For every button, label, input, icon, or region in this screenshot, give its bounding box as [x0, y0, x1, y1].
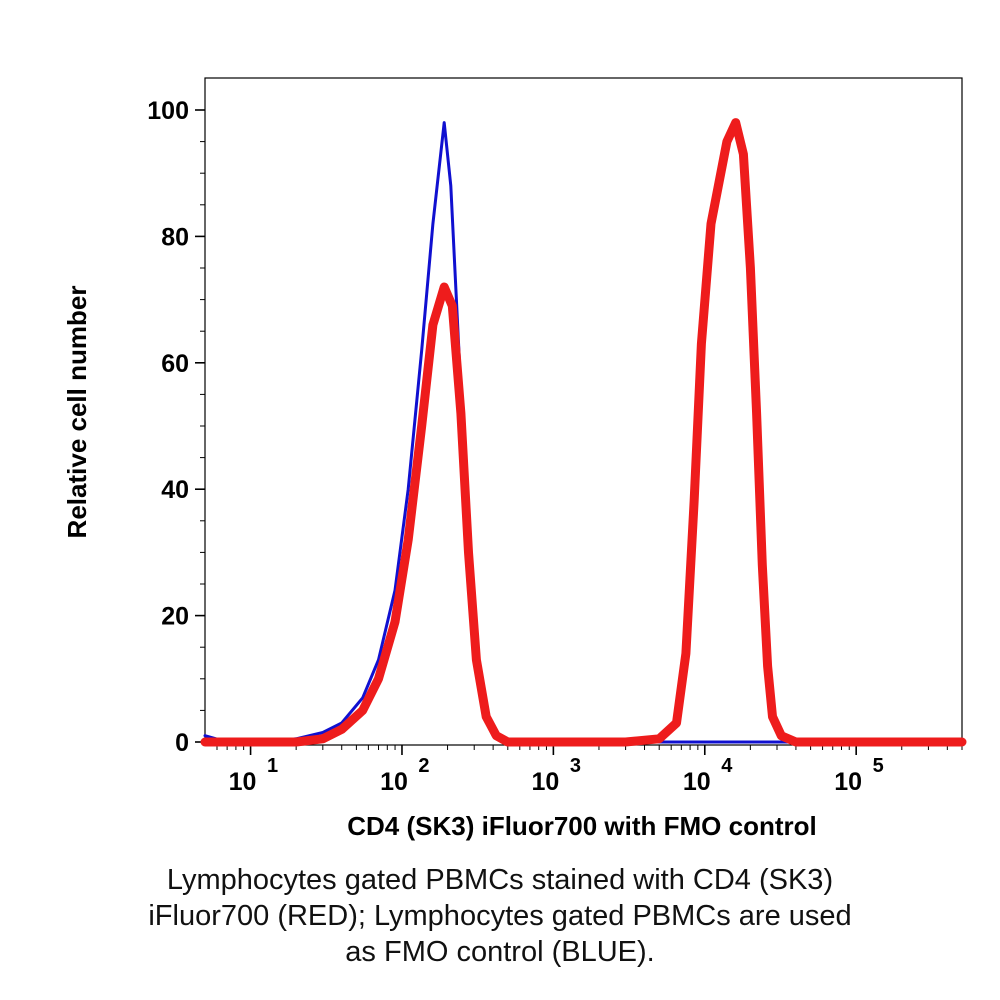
x-axis: 10 1 10 2 10 3 10 4 10 5	[216, 745, 963, 796]
series-red-cd4-line	[200, 118, 967, 747]
x-tick-exponent: 4	[721, 755, 733, 777]
figure-caption: Lymphocytes gated PBMCs stained with CD4…	[20, 862, 980, 970]
y-tick-label: 0	[175, 729, 189, 757]
x-axis-title: CD4 (SK3) iFluor700 with FMO control	[347, 811, 816, 841]
x-tick-label: 10	[683, 768, 711, 796]
series-layer	[200, 118, 967, 747]
caption-line-2: iFluor700 (RED); Lymphocytes gated PBMCs…	[148, 900, 852, 932]
caption-line-3: as FMO control (BLUE).	[345, 936, 655, 968]
y-axis: 0 20 40 60 80 100	[147, 97, 205, 757]
y-tick-label: 60	[161, 350, 189, 378]
x-tick-label: 10	[531, 768, 559, 796]
series-blue-fmo-line	[203, 121, 964, 744]
x-tick-exponent: 2	[418, 755, 429, 777]
y-tick-label: 40	[161, 476, 189, 504]
y-tick-label: 20	[161, 603, 189, 631]
caption-line-1: Lymphocytes gated PBMCs stained with CD4…	[166, 864, 834, 896]
x-tick-exponent: 5	[873, 755, 884, 777]
y-tick-label: 100	[147, 97, 189, 125]
x-tick-label: 10	[229, 768, 257, 796]
x-tick-exponent: 1	[267, 755, 278, 777]
x-tick-exponent: 3	[570, 755, 581, 777]
y-axis-title: Relative cell number	[62, 286, 92, 539]
x-tick-label: 10	[834, 768, 862, 796]
plot-frame	[204, 77, 963, 746]
x-tick-label: 10	[380, 768, 408, 796]
y-tick-label: 80	[161, 223, 189, 251]
histogram-chart: 0 20 40 60 80 100 10 1 10 2 10 3 10 4 10 5 Relative ce…	[62, 77, 967, 841]
